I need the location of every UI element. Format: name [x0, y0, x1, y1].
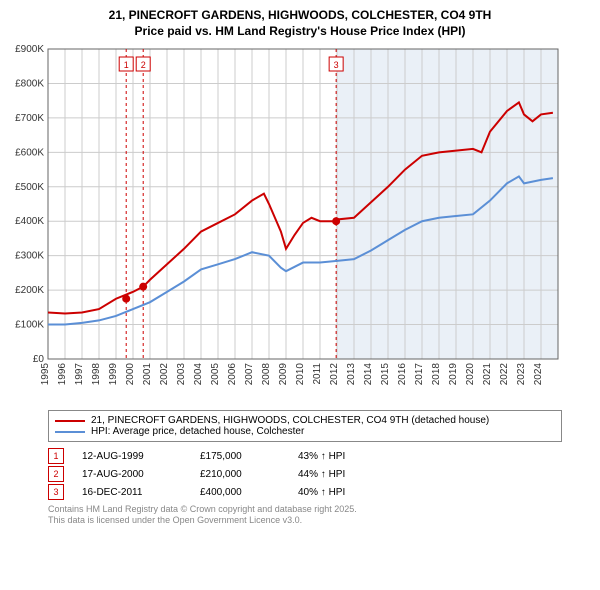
svg-text:£700K: £700K [15, 113, 44, 124]
legend: 21, PINECROFT GARDENS, HIGHWOODS, COLCHE… [48, 410, 562, 442]
svg-text:1996: 1996 [57, 363, 68, 386]
svg-text:2008: 2008 [261, 363, 272, 386]
marker-price: £175,000 [200, 451, 280, 462]
marker-num: 3 [48, 484, 64, 500]
svg-text:1: 1 [124, 60, 129, 70]
marker-price: £400,000 [200, 487, 280, 498]
svg-text:2003: 2003 [176, 363, 187, 386]
chart-title: 21, PINECROFT GARDENS, HIGHWOODS, COLCHE… [8, 8, 592, 39]
svg-text:£300K: £300K [15, 251, 44, 262]
svg-text:3: 3 [334, 60, 339, 70]
svg-text:2022: 2022 [499, 363, 510, 386]
svg-text:2: 2 [141, 60, 146, 70]
marker-date: 12-AUG-1999 [82, 451, 182, 462]
svg-text:2016: 2016 [397, 363, 408, 386]
svg-text:2024: 2024 [533, 363, 544, 386]
marker-row: 3 16-DEC-2011 £400,000 40% ↑ HPI [48, 484, 562, 500]
svg-text:2021: 2021 [482, 363, 493, 386]
marker-row: 2 17-AUG-2000 £210,000 44% ↑ HPI [48, 466, 562, 482]
legend-label-property: 21, PINECROFT GARDENS, HIGHWOODS, COLCHE… [91, 415, 489, 426]
footer-line1: Contains HM Land Registry data © Crown c… [48, 504, 562, 515]
marker-pct: 44% ↑ HPI [298, 469, 398, 480]
marker-pct: 40% ↑ HPI [298, 487, 398, 498]
svg-text:2023: 2023 [516, 363, 527, 386]
svg-text:1999: 1999 [108, 363, 119, 386]
svg-text:£400K: £400K [15, 216, 44, 227]
marker-row: 1 12-AUG-1999 £175,000 43% ↑ HPI [48, 448, 562, 464]
svg-text:2000: 2000 [125, 363, 136, 386]
marker-table: 1 12-AUG-1999 £175,000 43% ↑ HPI 2 17-AUG-200… [48, 448, 562, 500]
svg-text:2011: 2011 [312, 363, 323, 385]
svg-text:2009: 2009 [278, 363, 289, 386]
svg-text:2004: 2004 [193, 363, 204, 386]
svg-text:2018: 2018 [431, 363, 442, 386]
legend-label-hpi: HPI: Average price, detached house, Colc… [91, 426, 304, 437]
footer-line2: This data is licensed under the Open Gov… [48, 515, 562, 526]
legend-row-hpi: HPI: Average price, detached house, Colc… [55, 426, 555, 437]
marker-price: £210,000 [200, 469, 280, 480]
svg-text:2007: 2007 [244, 363, 255, 386]
svg-text:2013: 2013 [346, 363, 357, 386]
svg-text:£600K: £600K [15, 148, 44, 159]
marker-num: 2 [48, 466, 64, 482]
svg-text:£100K: £100K [15, 320, 44, 331]
footer: Contains HM Land Registry data © Crown c… [48, 504, 562, 526]
svg-text:1998: 1998 [91, 363, 102, 386]
svg-text:2019: 2019 [448, 363, 459, 386]
svg-text:2017: 2017 [414, 363, 425, 386]
svg-text:2014: 2014 [363, 363, 374, 386]
svg-text:2005: 2005 [210, 363, 221, 386]
svg-text:2010: 2010 [295, 363, 306, 386]
marker-date: 16-DEC-2011 [82, 487, 182, 498]
marker-date: 17-AUG-2000 [82, 469, 182, 480]
legend-swatch-hpi [55, 431, 85, 433]
legend-swatch-property [55, 420, 85, 422]
marker-num: 1 [48, 448, 64, 464]
svg-text:1997: 1997 [74, 363, 85, 386]
svg-text:£200K: £200K [15, 285, 44, 296]
title-line1: 21, PINECROFT GARDENS, HIGHWOODS, COLCHE… [8, 8, 592, 24]
svg-text:2020: 2020 [465, 363, 476, 386]
chart-container: £0£100K£200K£300K£400K£500K£600K£700K£80… [8, 39, 592, 404]
svg-text:2001: 2001 [142, 363, 153, 386]
marker-pct: 43% ↑ HPI [298, 451, 398, 462]
svg-text:2006: 2006 [227, 363, 238, 386]
svg-text:2015: 2015 [380, 363, 391, 386]
svg-text:£900K: £900K [15, 44, 44, 55]
legend-row-property: 21, PINECROFT GARDENS, HIGHWOODS, COLCHE… [55, 415, 555, 426]
svg-text:2012: 2012 [329, 363, 340, 386]
title-line2: Price paid vs. HM Land Registry's House … [8, 24, 592, 40]
svg-text:£800K: £800K [15, 79, 44, 90]
svg-text:2002: 2002 [159, 363, 170, 386]
price-chart: £0£100K£200K£300K£400K£500K£600K£700K£80… [8, 39, 568, 399]
svg-text:£500K: £500K [15, 182, 44, 193]
svg-text:1995: 1995 [40, 363, 51, 386]
